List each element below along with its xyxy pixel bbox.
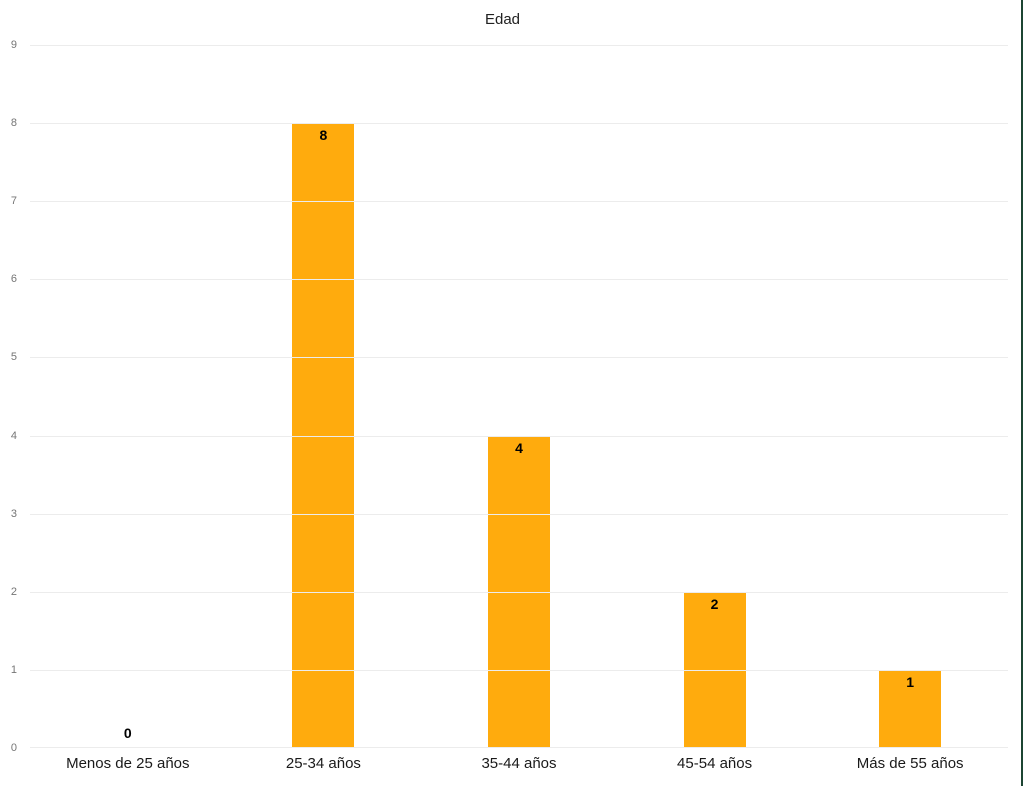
plot-area: 0 8 4 2 1 (30, 45, 1008, 748)
gridline (30, 279, 1008, 281)
value-label: 4 (515, 439, 523, 456)
category-slot: 1 (812, 45, 1008, 748)
window-edge-line (1021, 0, 1023, 786)
x-category-label: 35-44 años (481, 755, 557, 772)
y-tick-label: 2 (10, 585, 17, 598)
y-axis: 0 1 2 3 4 5 6 7 8 9 (0, 39, 17, 754)
category-slot: 8 (226, 45, 422, 748)
bar-slots: 0 8 4 2 1 (30, 45, 1008, 748)
value-label: 1 (906, 673, 915, 690)
y-tick-label: 4 (10, 429, 17, 442)
y-tick-label: 0 (10, 742, 17, 754)
value-label: 2 (710, 595, 719, 612)
category-slot: 4 (421, 45, 617, 748)
value-label: 0 (123, 725, 132, 741)
x-category-label: 45-54 años (677, 755, 753, 772)
x-category-label: Menos de 25 años (66, 755, 190, 772)
gridline (30, 123, 1008, 125)
x-axis: Menos de 25 años 25-34 años 35-44 años 45-5… (30, 755, 1008, 772)
y-tick-label: 3 (10, 507, 17, 520)
gridline (30, 747, 1008, 748)
gridline (30, 201, 1008, 203)
chart-title: Edad (484, 11, 521, 28)
gridline (30, 357, 1008, 359)
gridline (30, 45, 1008, 46)
y-tick-label: 8 (10, 117, 17, 130)
y-tick-label: 6 (10, 273, 17, 286)
bar: 1 (879, 669, 942, 748)
gridline (30, 591, 1008, 593)
category-slot: 0 (30, 45, 226, 748)
gridline (30, 669, 1008, 671)
y-tick-label: 5 (10, 351, 17, 364)
gridline (30, 513, 1008, 515)
y-tick-label: 7 (10, 195, 17, 208)
x-category-label: 25-34 años (285, 755, 361, 772)
y-tick-label: 1 (10, 663, 17, 676)
gridline (30, 435, 1008, 437)
category-slot: 2 (617, 45, 813, 748)
y-tick-label: 9 (10, 39, 17, 51)
x-category-label: Más de 55 años (856, 755, 964, 772)
value-label: 8 (319, 127, 328, 144)
